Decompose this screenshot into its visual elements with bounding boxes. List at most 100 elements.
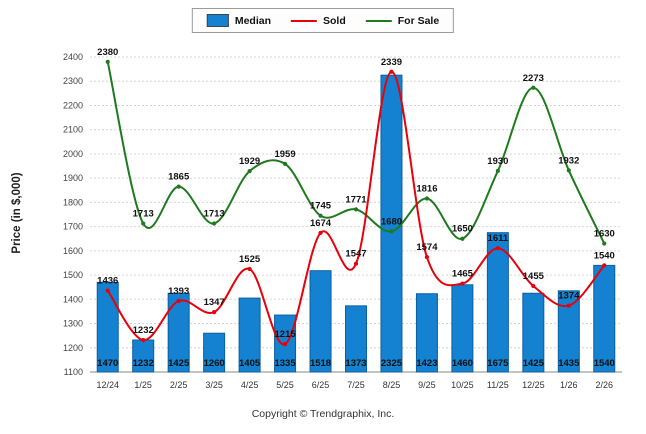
for-sale-point — [424, 196, 430, 201]
y-tick-label: 1400 — [63, 294, 83, 304]
y-tick-label: 2000 — [63, 149, 83, 159]
y-tick-label: 1300 — [63, 319, 83, 329]
x-axis-label: 6/25 — [312, 380, 330, 390]
median-bar — [345, 305, 367, 373]
median-bar-value-label: 1260 — [204, 358, 225, 369]
legend-item-for-sale: For Sale — [365, 14, 440, 27]
legend-item-sold: Sold — [290, 15, 346, 27]
median-bar-value-label: 1423 — [416, 358, 437, 369]
sold-value-label: 1232 — [133, 325, 154, 336]
x-axis-label: 1/26 — [560, 380, 578, 390]
for-sale-point — [495, 168, 500, 173]
sold-point — [318, 230, 323, 236]
sold-value-label: 1436 — [97, 276, 118, 287]
for-sale-value-label: 1680 — [381, 216, 402, 227]
sold-point — [282, 342, 288, 347]
for-sale-point — [460, 236, 465, 241]
for-sale-point — [141, 221, 146, 226]
for-sale-value-label: 1816 — [416, 184, 437, 195]
x-axis-label: 7/25 — [347, 380, 365, 390]
for-sale-point — [105, 59, 110, 64]
x-axis-label: 11/25 — [487, 380, 509, 390]
median-bar-value-label: 1335 — [274, 358, 296, 369]
sold-point — [460, 281, 465, 286]
sold-value-label: 1547 — [345, 249, 366, 260]
sold-value-label: 1374 — [558, 291, 580, 302]
median-bar-value-label: 1540 — [594, 358, 615, 369]
for-sale-point — [566, 168, 571, 173]
for-sale-point — [212, 221, 217, 226]
for-sale-point — [176, 184, 181, 189]
x-axis-label: 2/26 — [596, 380, 614, 390]
for-sale-value-label: 1771 — [345, 194, 367, 205]
median-bar-value-label: 1425 — [168, 358, 190, 369]
y-tick-label: 1200 — [63, 343, 83, 353]
sold-point — [247, 266, 252, 272]
for-sale-swatch — [365, 19, 392, 22]
sold-point — [353, 261, 359, 266]
x-axis-label: 5/25 — [276, 380, 294, 390]
y-tick-label: 2100 — [63, 125, 83, 135]
for-sale-value-label: 1650 — [452, 224, 473, 235]
median-bar-value-label: 1675 — [487, 358, 509, 369]
for-sale-value-label: 2380 — [97, 47, 118, 58]
median-bar — [415, 293, 438, 373]
legend-label-for-sale: For Sale — [397, 14, 440, 27]
for-sale-point — [282, 161, 288, 166]
sold-point — [105, 288, 110, 293]
x-axis-label: 4/25 — [241, 380, 259, 390]
median-bar — [96, 281, 119, 373]
sold-point — [495, 246, 500, 251]
for-sale-value-label: 1959 — [274, 149, 295, 160]
y-tick-label: 1800 — [63, 197, 83, 207]
sold-swatch — [290, 19, 317, 22]
sold-point — [424, 255, 430, 260]
y-tick-label: 1900 — [63, 173, 83, 183]
y-tick-label: 2400 — [63, 52, 83, 62]
median-bar-value-label: 1435 — [558, 358, 580, 369]
y-tick-label: 2200 — [63, 100, 83, 110]
sold-point — [389, 69, 394, 74]
x-axis-label: 2/25 — [170, 380, 188, 390]
for-sale-value-label: 1932 — [558, 155, 579, 166]
for-sale-value-label: 1929 — [239, 156, 260, 167]
median-bar — [309, 270, 332, 373]
median-bar-value-label: 1460 — [452, 358, 473, 369]
x-axis-label: 9/25 — [418, 380, 436, 390]
for-sale-value-label: 2273 — [523, 73, 544, 84]
sold-value-label: 1215 — [274, 329, 296, 340]
x-axis-label: 10/25 — [451, 380, 474, 390]
sold-value-label: 1674 — [310, 218, 332, 229]
median-bar-value-label: 1518 — [310, 358, 331, 369]
x-axis-label: 1/25 — [134, 380, 152, 390]
legend-item-median: Median — [206, 14, 271, 27]
median-swatch — [206, 14, 229, 27]
median-bar-value-label: 2325 — [381, 358, 403, 369]
median-bar-value-label: 1232 — [133, 358, 154, 369]
sold-point — [141, 337, 146, 343]
sold-value-label: 1465 — [452, 269, 474, 280]
for-sale-value-label: 1930 — [487, 156, 508, 167]
chart-legend: Median Sold For Sale — [191, 8, 455, 33]
sold-value-label: 1455 — [523, 271, 545, 282]
sold-point — [212, 310, 217, 315]
sold-point — [176, 298, 181, 304]
sold-value-label: 1347 — [204, 297, 225, 308]
y-tick-label: 1700 — [63, 222, 83, 232]
for-sale-value-label: 1713 — [133, 208, 154, 219]
sold-value-label: 2339 — [381, 57, 402, 68]
median-bar-value-label: 1470 — [97, 358, 118, 369]
median-bar — [593, 264, 616, 373]
x-axis-label: 12/25 — [522, 380, 545, 390]
copyright-text: Copyright © Trendgraphix, Inc. — [251, 408, 395, 420]
for-sale-value-label: 1713 — [204, 208, 225, 219]
median-bar — [486, 232, 509, 373]
median-bar-value-label: 1405 — [239, 358, 261, 369]
for-sale-point — [247, 169, 252, 174]
sold-value-label: 1525 — [239, 254, 261, 265]
for-sale-point — [389, 229, 394, 234]
for-sale-point — [602, 241, 607, 246]
y-tick-label: 1600 — [63, 246, 83, 256]
